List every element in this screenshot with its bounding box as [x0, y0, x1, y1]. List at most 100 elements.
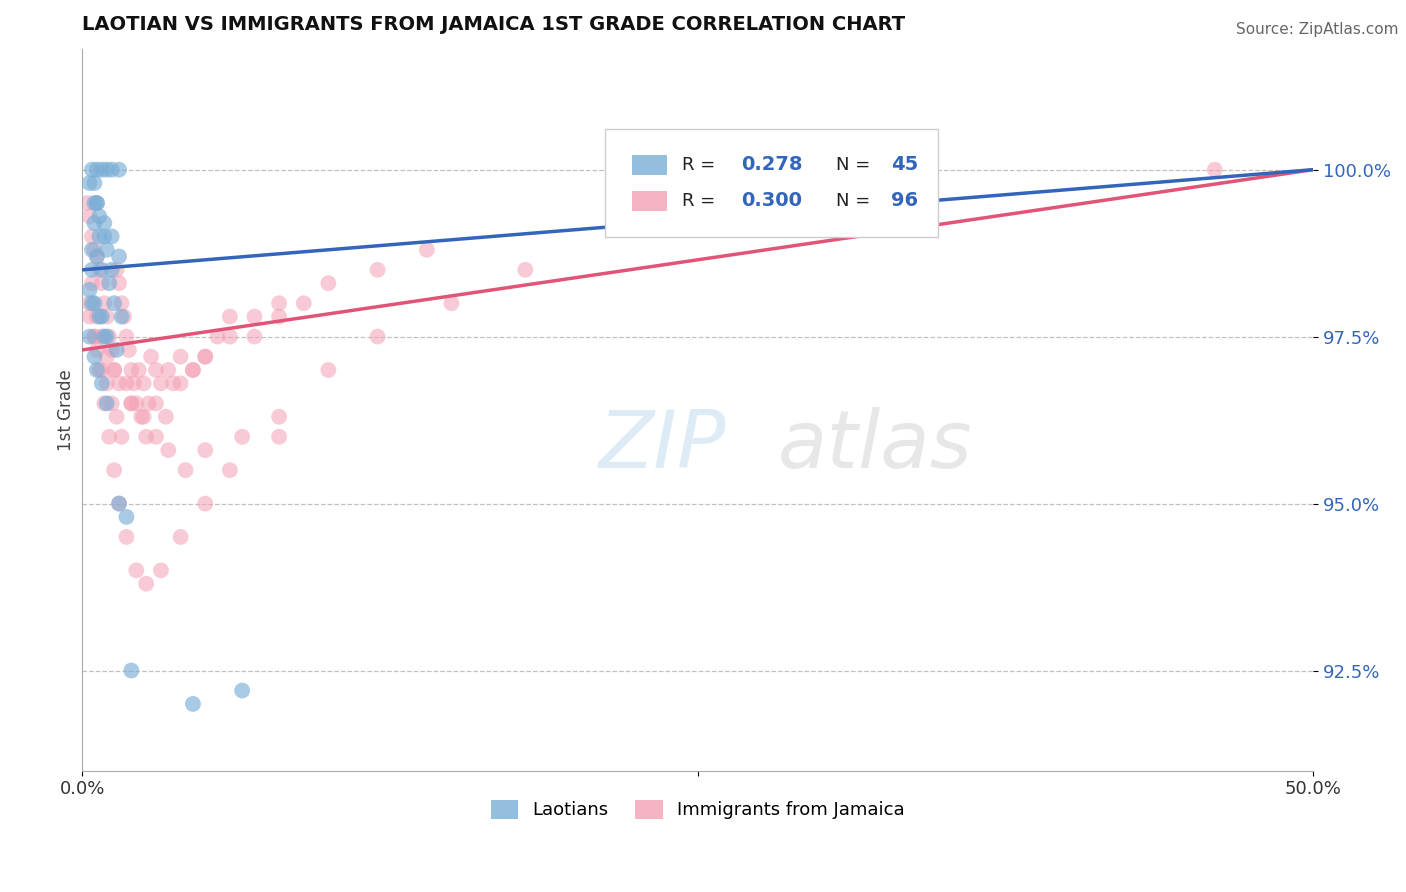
- Point: [157, 363, 180, 377]
- Point: [83, 196, 105, 211]
- Point: [80, 229, 103, 244]
- Point: [100, 162, 122, 177]
- Point: [86, 310, 108, 324]
- Point: [110, 310, 132, 324]
- Point: [98, 329, 121, 343]
- Point: [318, 363, 340, 377]
- Point: [149, 563, 172, 577]
- Point: [138, 396, 160, 410]
- Point: [93, 329, 115, 343]
- Point: [96, 329, 118, 343]
- Point: [90, 310, 112, 324]
- Text: 0.278: 0.278: [741, 155, 803, 174]
- Point: [93, 216, 115, 230]
- Point: [80, 243, 103, 257]
- Text: N =: N =: [835, 156, 876, 174]
- Point: [169, 376, 191, 391]
- Point: [86, 363, 108, 377]
- Point: [80, 296, 103, 310]
- Point: [96, 310, 118, 324]
- Point: [110, 296, 132, 310]
- Point: [86, 196, 108, 211]
- Point: [96, 162, 118, 177]
- Point: [613, 216, 636, 230]
- Point: [89, 363, 111, 377]
- Point: [86, 343, 108, 357]
- Text: 45: 45: [891, 155, 918, 174]
- Point: [120, 396, 142, 410]
- Point: [86, 196, 108, 211]
- Point: [108, 497, 131, 511]
- Point: [139, 350, 162, 364]
- Point: [86, 250, 108, 264]
- Point: [83, 296, 105, 310]
- Point: [90, 262, 112, 277]
- Point: [115, 376, 138, 391]
- Point: [169, 530, 191, 544]
- Point: [83, 350, 105, 364]
- Point: [80, 162, 103, 177]
- Point: [108, 250, 131, 264]
- Point: [108, 497, 131, 511]
- Point: [269, 430, 291, 444]
- Point: [89, 229, 111, 244]
- Point: [105, 262, 128, 277]
- Text: LAOTIAN VS IMMIGRANTS FROM JAMAICA 1ST GRADE CORRELATION CHART: LAOTIAN VS IMMIGRANTS FROM JAMAICA 1ST G…: [82, 15, 905, 34]
- Point: [515, 262, 537, 277]
- Point: [90, 376, 112, 391]
- Point: [135, 576, 157, 591]
- Point: [129, 409, 152, 424]
- Point: [174, 463, 197, 477]
- Point: [169, 350, 191, 364]
- Y-axis label: 1st Grade: 1st Grade: [58, 369, 75, 451]
- Point: [115, 329, 138, 343]
- Point: [367, 329, 389, 343]
- Point: [83, 243, 105, 257]
- Point: [120, 363, 142, 377]
- Point: [90, 363, 112, 377]
- Point: [125, 563, 148, 577]
- Point: [86, 250, 108, 264]
- Point: [118, 343, 141, 357]
- Point: [120, 396, 142, 410]
- Point: [98, 276, 121, 290]
- Point: [231, 683, 253, 698]
- Text: atlas: atlas: [778, 407, 973, 485]
- Point: [157, 443, 180, 458]
- Point: [115, 510, 138, 524]
- FancyBboxPatch shape: [606, 128, 938, 237]
- Point: [100, 343, 122, 357]
- Point: [76, 196, 98, 211]
- Point: [194, 443, 217, 458]
- FancyBboxPatch shape: [633, 154, 666, 175]
- Point: [207, 329, 229, 343]
- Point: [218, 329, 240, 343]
- Point: [132, 409, 155, 424]
- Text: 96: 96: [891, 192, 918, 211]
- Point: [761, 162, 783, 177]
- Point: [100, 229, 122, 244]
- Legend: Laotians, Immigrants from Jamaica: Laotians, Immigrants from Jamaica: [484, 793, 912, 827]
- Point: [103, 363, 125, 377]
- Point: [89, 310, 111, 324]
- Point: [269, 296, 291, 310]
- Point: [110, 430, 132, 444]
- Point: [194, 350, 217, 364]
- Point: [367, 262, 389, 277]
- Point: [96, 350, 118, 364]
- Point: [145, 396, 167, 410]
- Point: [89, 210, 111, 224]
- Point: [122, 376, 145, 391]
- Point: [90, 162, 112, 177]
- Point: [96, 396, 118, 410]
- Point: [194, 350, 217, 364]
- Point: [83, 176, 105, 190]
- Point: [83, 329, 105, 343]
- Point: [269, 310, 291, 324]
- Point: [93, 396, 115, 410]
- Point: [112, 310, 135, 324]
- FancyBboxPatch shape: [633, 191, 666, 211]
- Text: ZIP: ZIP: [599, 407, 727, 485]
- Point: [416, 243, 439, 257]
- Point: [105, 409, 128, 424]
